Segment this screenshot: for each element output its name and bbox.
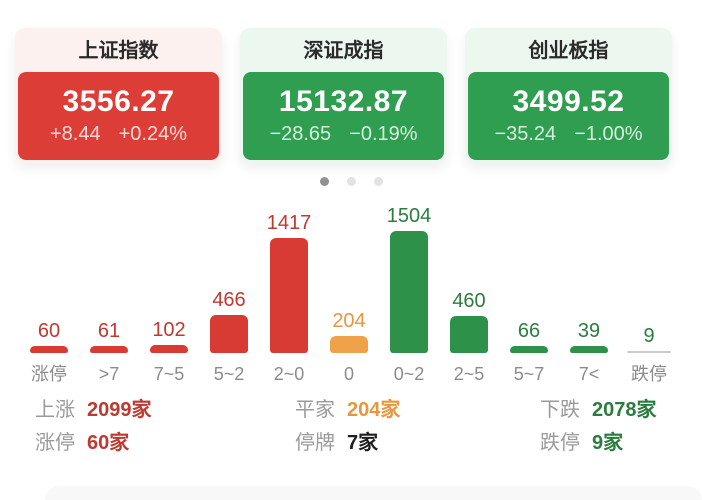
bar-column: 460 2~5 (439, 194, 499, 386)
carousel-dots (0, 177, 702, 186)
bar-label: 7< (578, 364, 600, 384)
bar-column: 66 5~7 (499, 194, 559, 386)
summary-value: 60家 (87, 432, 130, 454)
bar (570, 346, 608, 353)
bar-column: 9 跌停 (619, 194, 679, 386)
bar-value: 61 (97, 320, 121, 342)
bar-column: 61 >7 (79, 194, 139, 386)
summary-label: 跌停 (540, 432, 580, 454)
summary-value: 7家 (347, 432, 379, 454)
bar-label: 涨停 (31, 364, 67, 384)
bar-value: 60 (37, 320, 61, 342)
bar-label: 2~5 (453, 364, 485, 384)
summary-label: 停牌 (295, 432, 335, 454)
bar-label: 7~5 (153, 364, 185, 384)
summary-limit-up: 涨停 60家 (35, 432, 295, 455)
bar-column: 1504 0~2 (379, 194, 439, 386)
bar-value: 460 (452, 290, 486, 312)
index-value-panel: 3499.52 −35.24 −1.00% (468, 72, 669, 160)
bar-value: 102 (152, 319, 186, 341)
bar-label: 5~7 (513, 364, 545, 384)
index-name: 深证成指 (303, 40, 384, 62)
bar (330, 336, 368, 353)
index-change: −28.65 (269, 122, 332, 145)
bar (510, 346, 548, 353)
index-change: −35.24 (494, 122, 557, 145)
index-change-row: −35.24 −1.00% (468, 123, 669, 146)
index-change-pct: +0.24% (118, 122, 187, 145)
bar-value: 9 (643, 325, 655, 347)
summary-label: 平家 (295, 399, 335, 421)
index-card-shanghai[interactable]: 上证指数 3556.27 +8.44 +0.24% (15, 28, 222, 163)
summary-label: 下跌 (540, 399, 580, 421)
bar-value: 1417 (266, 212, 312, 234)
summary-value: 204家 (347, 399, 401, 421)
bar-label: 5~2 (213, 364, 245, 384)
index-change-row: +8.44 +0.24% (18, 123, 219, 146)
bar-column: 102 7~5 (139, 194, 199, 386)
bar (90, 346, 128, 353)
index-value-panel: 3556.27 +8.44 +0.24% (18, 72, 219, 160)
bar (270, 238, 308, 353)
bar-value: 1504 (386, 205, 432, 227)
bar-column: 39 7< (559, 194, 619, 386)
bar (390, 231, 428, 353)
bar-column: 204 0 (319, 194, 379, 386)
summary-suspended: 停牌 7家 (295, 432, 540, 455)
summary-limit-down: 跌停 9家 (540, 432, 702, 455)
bar-label: 0 (343, 364, 354, 384)
summary-decliners: 下跌 2078家 (540, 399, 702, 422)
next-section-peek (45, 486, 702, 500)
summary-value: 2099家 (87, 399, 152, 421)
bar-value: 39 (577, 320, 601, 342)
index-card-shenzhen[interactable]: 深证成指 15132.87 −28.65 −0.19% (240, 28, 447, 163)
bar-column: 466 5~2 (199, 194, 259, 386)
carousel-dot-3[interactable] (373, 177, 383, 186)
bar-label: 0~2 (393, 364, 425, 384)
index-value: 3556.27 (62, 84, 175, 118)
summary-value: 9家 (592, 432, 624, 454)
summary-advancers: 上涨 2099家 (35, 399, 295, 422)
bar-column: 1417 2~0 (259, 194, 319, 386)
index-cards-row: 上证指数 3556.27 +8.44 +0.24% 深证成指 15132.87 … (0, 0, 702, 163)
bar (30, 346, 68, 353)
bar (150, 345, 188, 353)
bar-value: 466 (212, 289, 246, 311)
index-name: 创业板指 (528, 40, 609, 62)
bar-label: 跌停 (631, 364, 667, 384)
market-summary: 上涨 2099家 平家 204家 下跌 2078家 涨停 60家 停牌 7家 跌… (0, 399, 702, 455)
summary-label: 上涨 (35, 399, 75, 421)
index-card-chinext[interactable]: 创业板指 3499.52 −35.24 −1.00% (465, 28, 672, 163)
carousel-dot-1[interactable] (319, 177, 329, 186)
bar (210, 315, 248, 353)
summary-label: 涨停 (35, 432, 75, 454)
index-value: 3499.52 (512, 84, 625, 118)
summary-flat: 平家 204家 (295, 399, 540, 422)
bar-value: 204 (332, 310, 366, 332)
index-name: 上证指数 (78, 40, 159, 62)
bar-value: 66 (517, 320, 541, 342)
index-change: +8.44 (50, 122, 101, 145)
index-change-pct: −1.00% (574, 122, 643, 145)
index-change-row: −28.65 −0.19% (243, 123, 444, 146)
index-change-pct: −0.19% (349, 122, 418, 145)
bar-label: >7 (98, 364, 120, 384)
bar-label: 2~0 (273, 364, 305, 384)
bar (627, 351, 671, 353)
bar-column: 60 涨停 (19, 194, 79, 386)
index-value: 15132.87 (278, 84, 409, 118)
summary-value: 2078家 (592, 399, 657, 421)
bar (450, 316, 488, 353)
index-value-panel: 15132.87 −28.65 −0.19% (243, 72, 444, 160)
market-breadth-chart: 60 涨停 61 >7 102 7~5 466 5~2 1417 2~0 204 0 1504 0~2 46… (0, 194, 702, 386)
carousel-dot-2[interactable] (346, 177, 356, 186)
